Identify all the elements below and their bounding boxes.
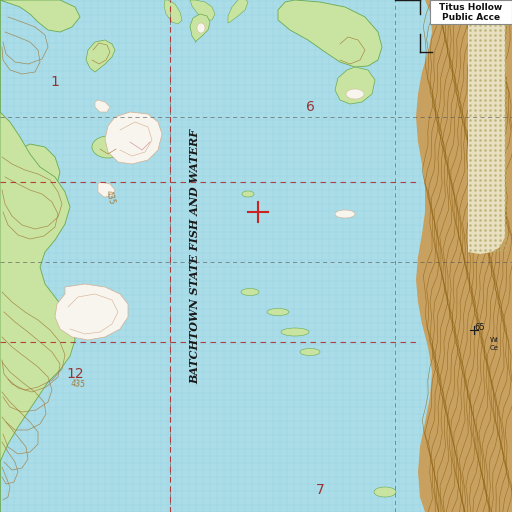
Text: 435: 435 <box>70 379 86 389</box>
Polygon shape <box>86 40 115 72</box>
Polygon shape <box>55 284 128 340</box>
Polygon shape <box>228 0 248 23</box>
Polygon shape <box>0 112 75 512</box>
Text: Ce: Ce <box>490 345 499 351</box>
Polygon shape <box>0 0 60 204</box>
Ellipse shape <box>241 288 259 295</box>
Text: 435: 435 <box>104 189 116 205</box>
Polygon shape <box>190 0 215 20</box>
Ellipse shape <box>267 309 289 315</box>
Polygon shape <box>0 0 80 32</box>
Text: BATCHTOWN STATE FISH AND WATERF: BATCHTOWN STATE FISH AND WATERF <box>189 129 201 383</box>
Polygon shape <box>98 182 115 197</box>
Ellipse shape <box>242 191 254 197</box>
Ellipse shape <box>374 487 396 497</box>
Ellipse shape <box>346 89 364 99</box>
Ellipse shape <box>300 349 320 355</box>
Polygon shape <box>164 0 182 24</box>
Ellipse shape <box>197 23 205 33</box>
Text: 7: 7 <box>315 483 325 497</box>
Text: 65: 65 <box>475 323 485 331</box>
Polygon shape <box>416 0 512 512</box>
Ellipse shape <box>281 328 309 336</box>
Bar <box>430 0 512 24</box>
Ellipse shape <box>335 210 355 218</box>
Polygon shape <box>190 14 210 42</box>
Polygon shape <box>278 0 382 67</box>
Ellipse shape <box>92 136 124 158</box>
Polygon shape <box>335 67 375 104</box>
Text: 12: 12 <box>66 367 84 381</box>
Polygon shape <box>105 112 162 164</box>
Polygon shape <box>95 100 110 112</box>
Text: 6: 6 <box>306 100 314 114</box>
Polygon shape <box>468 0 505 254</box>
Text: Titus Hollow: Titus Hollow <box>439 4 503 12</box>
Text: 1: 1 <box>51 75 59 89</box>
Text: Wi: Wi <box>490 337 499 343</box>
Text: Public Acce: Public Acce <box>442 13 500 23</box>
